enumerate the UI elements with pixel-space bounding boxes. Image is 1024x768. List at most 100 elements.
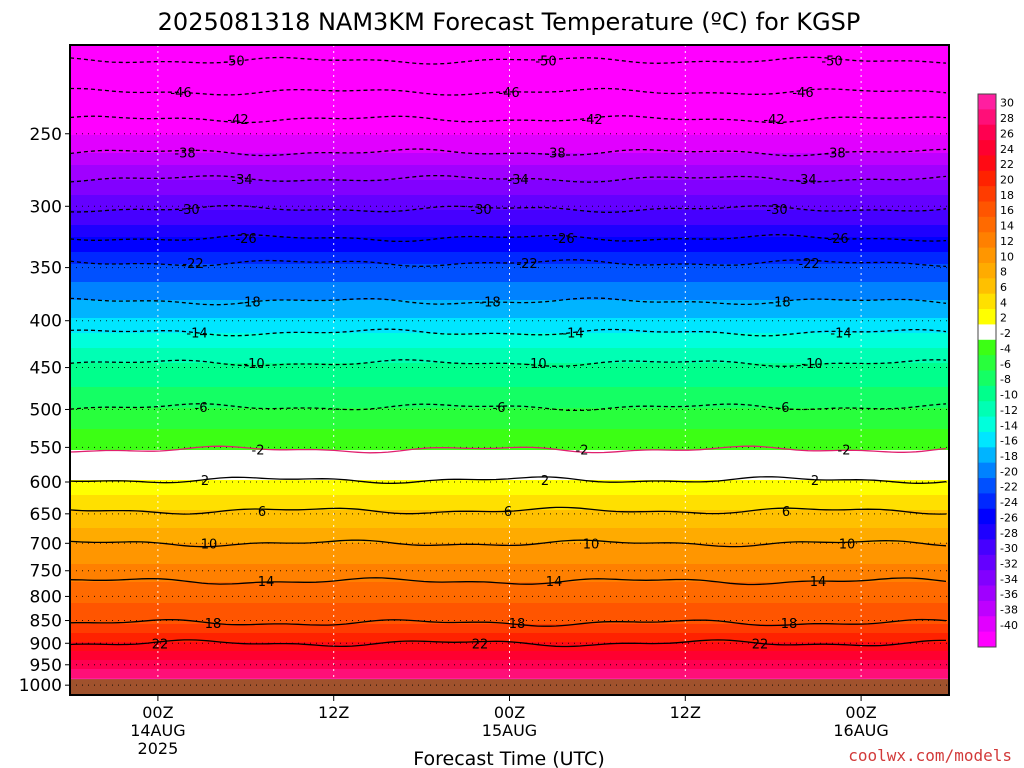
- y-tick-label: 500: [30, 400, 62, 420]
- temperature-band: [70, 660, 949, 664]
- temperature-band: [70, 516, 949, 520]
- temperature-band: [70, 414, 949, 418]
- temperature-band: [70, 168, 949, 172]
- isotherm-label: 2: [811, 474, 819, 489]
- colorbar-swatch: [978, 201, 996, 218]
- y-tick-label: 650: [30, 505, 62, 525]
- colorbar-label: 14: [1000, 220, 1014, 233]
- colorbar-swatch: [978, 278, 996, 295]
- temperature-band: [70, 432, 949, 436]
- colorbar-swatch: [978, 140, 996, 156]
- colorbar-swatch: [978, 616, 996, 633]
- isotherm-label: -42: [227, 113, 248, 128]
- isotherm-label: -38: [824, 146, 845, 161]
- temperature-band: [70, 390, 949, 394]
- temperature-band: [70, 354, 949, 358]
- temperature-band: [70, 528, 949, 532]
- temperature-band: [70, 150, 949, 154]
- isotherm-label: -46: [498, 86, 519, 101]
- isotherm-label: -42: [581, 113, 602, 128]
- colorbar-swatch: [978, 631, 996, 648]
- isotherm-label: 10: [583, 537, 600, 552]
- colorbar-label: 18: [1000, 189, 1014, 202]
- temperature-band: [70, 144, 949, 148]
- temperature-band: [70, 276, 949, 280]
- y-tick-label: 850: [30, 612, 62, 632]
- colorbar-label: -24: [1000, 496, 1018, 509]
- temperature-band: [70, 450, 949, 454]
- colorbar-label: -38: [1000, 604, 1018, 617]
- colorbar-label: 26: [1000, 127, 1014, 140]
- temperature-band: [70, 480, 949, 484]
- colorbar-swatch: [978, 324, 996, 341]
- y-tick-label: 450: [30, 359, 62, 379]
- isotherm-label: 14: [810, 575, 827, 590]
- isotherm-line: [70, 506, 947, 515]
- colorbar-label: 12: [1000, 235, 1014, 248]
- temperature-band: [70, 630, 949, 634]
- temperature-band: [70, 48, 949, 52]
- colorbar-label: -10: [1000, 389, 1018, 402]
- isotherm-label: -10: [525, 357, 546, 372]
- temperature-band: [70, 288, 949, 292]
- isotherm-line: [70, 359, 947, 367]
- temperature-band: [70, 294, 949, 298]
- temperature-band: [70, 468, 949, 472]
- temperature-band: [70, 78, 949, 82]
- temperature-band: [70, 402, 949, 406]
- colorbar-label: 10: [1000, 250, 1014, 263]
- y-tick-label: 1000: [19, 676, 62, 696]
- y-tick-label: 750: [30, 562, 62, 582]
- temperature-band: [70, 378, 949, 382]
- colorbar-swatch: [978, 554, 996, 571]
- colorbar-swatch: [978, 493, 996, 510]
- x-tick-year: 2025: [138, 739, 179, 758]
- isotherm-label: -46: [792, 86, 813, 101]
- temperature-band: [70, 456, 949, 460]
- colorbar-label: 30: [1000, 97, 1014, 110]
- colorbar-label: 8: [1000, 266, 1007, 279]
- temperature-band: [70, 126, 949, 130]
- x-tick-label: 12Z: [670, 703, 701, 722]
- isotherm-line: [70, 115, 947, 124]
- temperature-band: [70, 648, 949, 652]
- isotherm-label: -26: [553, 232, 574, 247]
- isotherm-label: 18: [781, 617, 798, 632]
- isotherm-label: -30: [178, 203, 199, 218]
- colorbar-label: 2: [1000, 312, 1007, 325]
- temperature-band: [70, 306, 949, 310]
- colorbar-label: -14: [1000, 419, 1018, 432]
- temperature-band: [70, 486, 949, 490]
- isotherm-label: -30: [766, 203, 787, 218]
- colorbar: 30 28 26 24 22 20 18 16 14 12 10 8 6 4 2 -2 -4 -6 -8 -10 -12…: [977, 93, 1018, 648]
- temperature-band: [70, 192, 949, 196]
- colorbar-swatch: [978, 447, 996, 464]
- isotherm-line: [70, 445, 947, 454]
- colorbar-label: 24: [1000, 143, 1014, 156]
- isotherm-label: -14: [562, 326, 583, 341]
- colorbar-label: -28: [1000, 527, 1018, 540]
- credit-text: coolwx.com/models: [848, 746, 1012, 765]
- isotherm-label: 22: [472, 637, 489, 652]
- temperature-band: [70, 252, 949, 256]
- temperature-band: [70, 228, 949, 232]
- colorbar-label: -32: [1000, 558, 1018, 571]
- isotherm-label: 10: [201, 537, 218, 552]
- temperature-band: [70, 132, 949, 136]
- temperature-band: [70, 654, 949, 658]
- temperature-band: [70, 558, 949, 562]
- x-tick-date: 16AUG: [833, 721, 888, 740]
- colorbar-label: 22: [1000, 158, 1014, 171]
- ground-fill: [70, 679, 949, 695]
- colorbar-label: -26: [1000, 511, 1018, 524]
- y-tick-label: 700: [30, 534, 62, 554]
- temperature-band: [70, 576, 949, 580]
- temperature-band: [70, 570, 949, 574]
- temperature-band: [70, 588, 949, 592]
- temperature-band: [70, 642, 949, 646]
- isotherm-label: -22: [182, 257, 203, 272]
- colorbar-swatch: [978, 385, 996, 402]
- x-tick-label: 00Z: [494, 703, 525, 722]
- temperature-band: [70, 102, 949, 106]
